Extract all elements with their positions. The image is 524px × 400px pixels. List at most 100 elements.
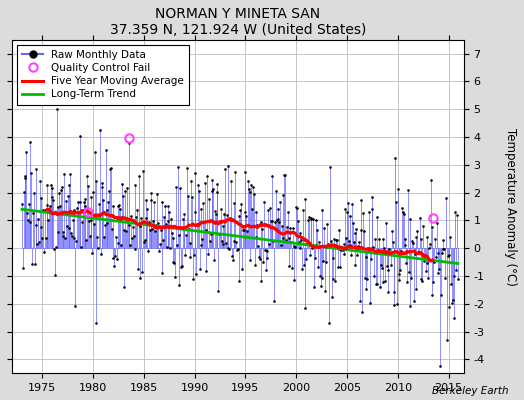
Point [208, 176, 216, 183]
Point [73, 205, 81, 212]
Point [24, 217, 32, 223]
Point [70, 235, 79, 242]
Point [140, 238, 148, 245]
Point [185, 254, 194, 260]
Point [341, 206, 350, 212]
Point [61, 235, 69, 241]
Point [376, 284, 384, 290]
Point [453, 212, 461, 218]
Point [337, 244, 346, 250]
Point [91, 149, 99, 156]
Point [187, 178, 195, 185]
Point [105, 188, 113, 194]
Point [54, 228, 62, 235]
Point [48, 194, 57, 200]
Point [368, 194, 377, 201]
Point [190, 208, 199, 215]
Point [389, 302, 398, 308]
Point [342, 235, 351, 242]
Point [334, 227, 343, 233]
Point [392, 301, 401, 308]
Point [432, 254, 440, 260]
Point [230, 200, 238, 206]
Point [62, 198, 70, 204]
Point [201, 179, 209, 186]
Point [81, 203, 90, 209]
Point [318, 207, 326, 213]
Point [210, 257, 219, 264]
Point [413, 228, 421, 234]
Point [282, 224, 291, 230]
Point [183, 193, 192, 199]
Point [127, 213, 135, 219]
Point [181, 252, 190, 258]
Point [168, 230, 176, 236]
Point [452, 267, 461, 273]
Point [167, 216, 175, 222]
Point [163, 203, 172, 210]
Point [355, 238, 363, 245]
Point [398, 205, 406, 212]
Point [333, 264, 342, 270]
Point [277, 242, 285, 248]
Point [114, 202, 123, 209]
Point [291, 244, 300, 251]
Point [147, 190, 156, 196]
Point [268, 218, 277, 224]
Point [399, 209, 407, 215]
Point [326, 164, 334, 170]
Point [325, 320, 333, 326]
Point [21, 175, 29, 182]
Point [49, 196, 58, 203]
Point [38, 235, 47, 242]
Point [55, 190, 63, 196]
Point [205, 196, 213, 203]
Point [274, 216, 282, 222]
Point [101, 222, 109, 228]
Point [33, 241, 41, 247]
Point [263, 248, 271, 254]
Point [96, 251, 105, 258]
Point [28, 261, 36, 268]
Point [359, 228, 368, 234]
Point [446, 234, 454, 240]
Point [124, 216, 132, 223]
Point [423, 260, 432, 266]
Point [235, 278, 244, 284]
Point [454, 276, 462, 282]
Point [75, 133, 84, 140]
Point [63, 192, 72, 199]
Point [234, 212, 243, 219]
Point [417, 236, 425, 242]
Point [285, 263, 293, 269]
Point [237, 201, 245, 207]
Point [225, 245, 234, 252]
Point [139, 168, 147, 174]
Point [256, 256, 264, 262]
Point [400, 236, 409, 242]
Point [115, 202, 124, 208]
Point [44, 216, 52, 223]
Point [351, 262, 359, 269]
Point [112, 234, 120, 240]
Point [315, 272, 324, 279]
Point [125, 222, 134, 228]
Point [436, 363, 444, 370]
Point [304, 216, 312, 223]
Point [275, 219, 283, 225]
Point [196, 242, 205, 248]
Point [409, 240, 417, 247]
Point [307, 215, 315, 221]
Point [41, 235, 50, 241]
Point [434, 270, 443, 276]
Point [132, 214, 140, 220]
Point [395, 270, 403, 277]
Point [219, 222, 227, 229]
Point [94, 245, 102, 251]
Point [166, 245, 174, 252]
Point [154, 220, 162, 226]
Point [267, 218, 275, 224]
Point [296, 230, 304, 236]
Point [279, 192, 288, 198]
Point [304, 214, 313, 220]
